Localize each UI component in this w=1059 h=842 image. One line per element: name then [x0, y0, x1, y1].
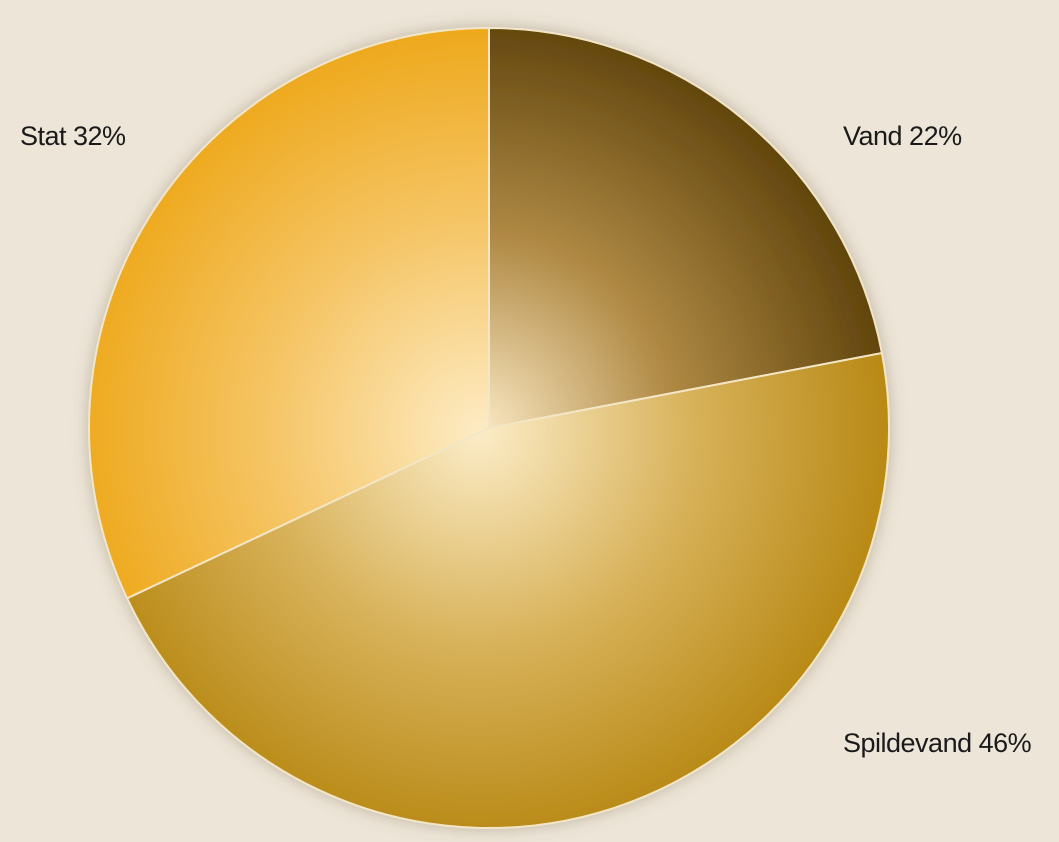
pie-slice-spildevand [125, 351, 890, 829]
pie-slice-stat [88, 26, 490, 600]
slice-label-stat: Stat 32% [20, 121, 126, 151]
slice-label-spildevand: Spildevand 46% [843, 728, 1032, 758]
pie-labels: Vand 22% Spildevand 46% Stat 32% [20, 121, 1032, 758]
pie-slices [88, 26, 890, 829]
slice-label-vand: Vand 22% [843, 121, 962, 151]
pie-slice-vand [488, 26, 884, 430]
